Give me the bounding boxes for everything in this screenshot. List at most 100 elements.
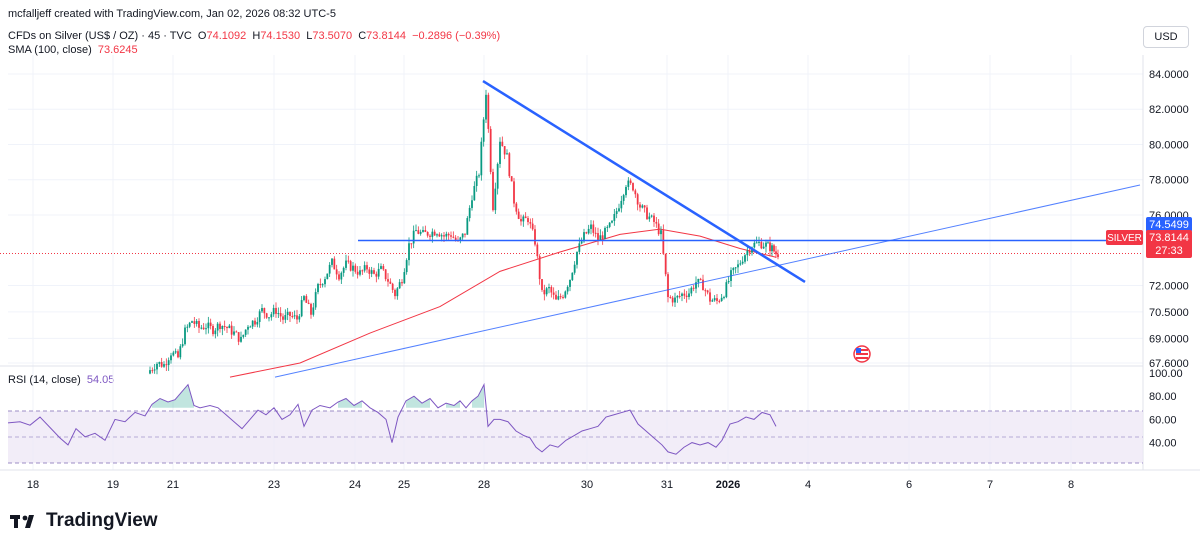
high-value: 74.1530 xyxy=(260,30,301,42)
candle-body xyxy=(734,267,737,269)
candle-body xyxy=(387,279,389,282)
candle-body xyxy=(545,288,548,295)
candle-body xyxy=(165,364,168,366)
candle-body xyxy=(436,234,438,236)
candle-body xyxy=(664,253,667,275)
candle-body xyxy=(695,282,697,289)
candle-body xyxy=(608,222,611,227)
candle-body xyxy=(370,270,373,274)
symbol-name[interactable]: CFDs on Silver (US$ / OZ) · 45 · TVC xyxy=(8,30,192,42)
candle-body xyxy=(249,326,252,328)
candle-body xyxy=(671,297,674,303)
candle-body xyxy=(473,186,476,201)
candle-body xyxy=(601,235,604,239)
candle-body xyxy=(167,360,170,366)
candle-body xyxy=(636,194,639,205)
price-axis[interactable]: 84.000082.000080.000078.000076.000072.00… xyxy=(1149,69,1189,370)
candle-body xyxy=(660,230,662,235)
candle-body xyxy=(587,228,590,234)
sma-line[interactable] xyxy=(229,228,777,378)
candle-body xyxy=(237,332,240,342)
time-tick-label: 30 xyxy=(581,479,593,491)
candle-body xyxy=(611,220,613,223)
rsi-line[interactable] xyxy=(7,382,777,455)
candle-body xyxy=(648,216,651,220)
candle-body xyxy=(552,292,555,295)
candle-body xyxy=(431,231,434,237)
candle-body xyxy=(158,362,161,364)
candle-body xyxy=(711,300,714,302)
candle-body xyxy=(720,297,723,301)
sma-label[interactable]: SMA (100, close) xyxy=(8,44,92,56)
candle-body xyxy=(592,224,595,233)
candle-body xyxy=(604,227,606,239)
candle-body xyxy=(625,186,627,196)
candle-body xyxy=(419,231,422,234)
candle-body xyxy=(702,279,704,291)
candle-body xyxy=(247,326,249,330)
candle-body xyxy=(657,223,660,235)
candle-body xyxy=(632,183,634,191)
rsi-axis[interactable]: 100.00 80.00 60.00 40.00 xyxy=(1149,368,1183,450)
symbol-legend: CFDs on Silver (US$ / OZ) · 45 · TVC O74… xyxy=(8,30,500,42)
candle-body xyxy=(515,203,518,212)
candle-body xyxy=(298,316,301,320)
time-axis[interactable]: 18 19 21 23 24 25 28 30 31 2026 4 6 7 8 xyxy=(27,479,1074,491)
price-tick-label: 67.6000 xyxy=(1149,358,1189,370)
candle-body xyxy=(517,211,520,219)
candle-body xyxy=(363,265,366,271)
candle-body xyxy=(459,237,462,241)
candle-body xyxy=(697,278,700,283)
ascending-trendline[interactable] xyxy=(274,184,1141,378)
tradingview-logo[interactable]: TradingView xyxy=(10,510,158,532)
candle-body xyxy=(422,230,424,232)
candle-body xyxy=(258,311,261,322)
candle-body xyxy=(690,287,693,294)
candle-body xyxy=(727,280,730,283)
price-chart[interactable]: 84.000082.000080.000078.000076.000072.00… xyxy=(0,0,1200,500)
rsi-overbought-fill xyxy=(446,400,460,408)
candle-body xyxy=(496,163,499,189)
candle-body xyxy=(597,233,599,241)
rsi-overbought-fill xyxy=(338,398,362,408)
time-tick-label: 23 xyxy=(268,479,280,491)
candle-body xyxy=(408,243,410,261)
candle-body xyxy=(265,313,268,318)
symbol-tag-label: SILVER xyxy=(1107,233,1142,244)
candle-body xyxy=(279,313,282,317)
candle-body xyxy=(676,295,679,298)
candle-body xyxy=(557,296,560,300)
us-flag-event-icon[interactable] xyxy=(853,345,871,363)
candle-body xyxy=(585,232,588,234)
candle-body xyxy=(153,369,156,371)
candle-body xyxy=(149,370,151,374)
candle-body xyxy=(492,171,494,211)
rsi-value: 54.05 xyxy=(86,374,115,386)
candle-body xyxy=(272,307,275,315)
candle-body xyxy=(678,295,681,297)
price-tick-label: 70.5000 xyxy=(1149,307,1189,319)
candle-body xyxy=(356,271,359,275)
candle-body xyxy=(354,265,357,272)
candle-body xyxy=(226,327,228,329)
candle-body xyxy=(531,223,534,230)
rsi-label[interactable]: RSI (14, close) xyxy=(8,374,81,386)
time-tick-label: 4 xyxy=(805,479,811,491)
candle-body xyxy=(471,200,473,208)
candle-body xyxy=(746,250,749,256)
candle-body xyxy=(522,216,525,222)
currency-button[interactable]: USD xyxy=(1143,26,1189,48)
candle-body xyxy=(527,218,529,223)
close-value: 73.8144 xyxy=(366,30,406,42)
candle-body xyxy=(590,224,592,229)
candle-body xyxy=(506,153,508,155)
candle-body xyxy=(310,303,312,315)
candle-body xyxy=(296,315,298,320)
candle-body xyxy=(233,331,235,335)
candle-body xyxy=(529,222,532,224)
last-price-label: 73.8144 xyxy=(1149,232,1189,244)
close-label: C xyxy=(358,30,367,42)
candle-body xyxy=(573,264,576,273)
rsi-tick-label: 100.00 xyxy=(1149,368,1183,380)
descending-trendline[interactable] xyxy=(482,79,806,283)
